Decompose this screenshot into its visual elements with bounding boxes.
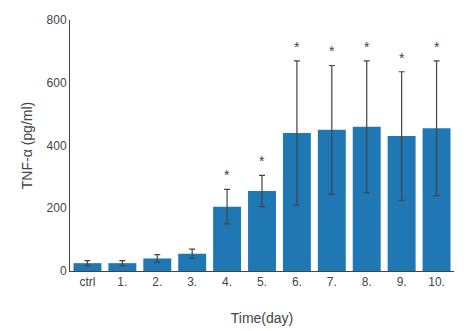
svg-text:5.: 5. (257, 275, 267, 289)
svg-text:*: * (329, 43, 335, 59)
svg-text:200: 200 (47, 201, 67, 215)
svg-text:4.: 4. (222, 275, 232, 289)
svg-text:10.: 10. (428, 275, 445, 289)
svg-text:Time(day): Time(day) (231, 310, 294, 326)
svg-text:8.: 8. (362, 275, 372, 289)
svg-text:600: 600 (47, 76, 67, 90)
svg-text:*: * (259, 153, 265, 169)
svg-text:*: * (434, 39, 440, 55)
svg-text:*: * (294, 39, 300, 55)
svg-text:9.: 9. (397, 275, 407, 289)
svg-text:2.: 2. (152, 275, 162, 289)
svg-text:TNF-α (pg/ml): TNF-α (pg/ml) (19, 102, 35, 189)
svg-text:*: * (224, 167, 230, 183)
svg-text:400: 400 (47, 139, 67, 153)
svg-text:*: * (364, 39, 370, 55)
svg-text:0: 0 (60, 264, 67, 278)
svg-text:7.: 7. (327, 275, 337, 289)
svg-text:ctrl: ctrl (79, 275, 95, 289)
svg-text:1.: 1. (117, 275, 127, 289)
svg-text:3.: 3. (187, 275, 197, 289)
svg-text:800: 800 (47, 13, 67, 27)
svg-text:*: * (399, 50, 405, 66)
svg-text:6.: 6. (292, 275, 302, 289)
